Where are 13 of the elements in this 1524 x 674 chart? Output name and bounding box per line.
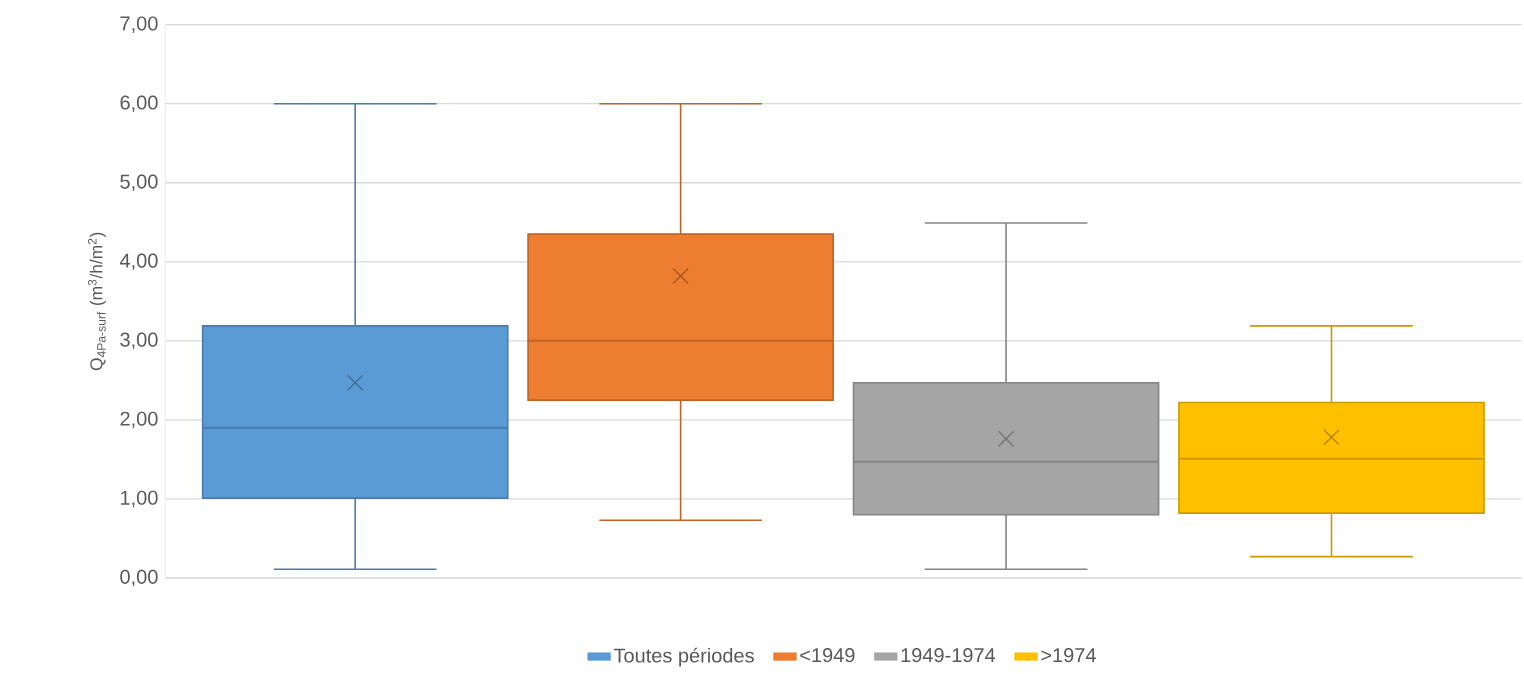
y-tick-label: 5,00 (120, 174, 158, 192)
y-tick-label: 7,00 (120, 16, 158, 33)
y-tick-label: 2,00 (120, 411, 158, 429)
legend-label: 1949-1974 (901, 648, 996, 663)
y-tick-label: 1,00 (121, 490, 158, 508)
legend-label: <1949 (800, 648, 855, 663)
y-tick-label: 3,00 (120, 332, 158, 350)
y-axis-title: Q$_{4Pa-surf}$ (m$^{3}$/h/m$^{2}$) (88, 232, 106, 371)
y-tick-label: 0,00 (120, 569, 158, 587)
y-tick-label: 4,00 (119, 253, 158, 271)
legend-label: Toutes périodes (613, 647, 754, 667)
y-tick-label: 6,00 (120, 95, 158, 112)
legend-label: >1974 (1041, 648, 1096, 663)
